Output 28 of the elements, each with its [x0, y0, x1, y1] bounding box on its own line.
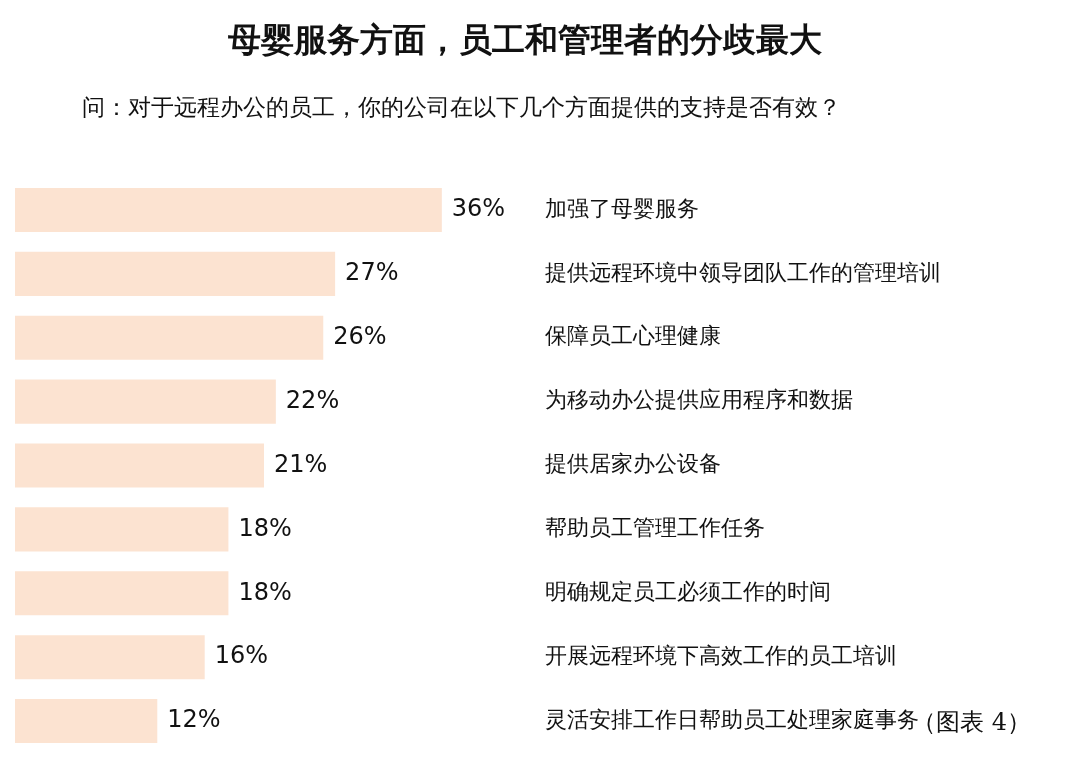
data-label: 36% [451, 194, 506, 223]
y-tick-label: 提供远程环境中领导团队工作的管理培训 [545, 259, 942, 285]
data-label: 22% [285, 385, 340, 414]
bar [15, 251, 336, 296]
y-tick-label: 开展远程环境下高效工作的员工培训 [545, 642, 898, 668]
bar [15, 315, 324, 360]
data-label: 12% [167, 705, 221, 734]
data-label: 27% [345, 258, 399, 287]
y-tick-label: 保障员工心理健康 [545, 323, 722, 349]
bar [15, 443, 264, 488]
data-label: 18% [238, 513, 292, 542]
bar [15, 187, 442, 232]
bar [15, 635, 205, 680]
data-label: 21% [273, 449, 328, 478]
y-tick-label: 为移动办公提供应用程序和数据 [545, 387, 854, 413]
chart-subtitle: 问：对于远程办公的员工，你的公司在以下几个方面提供的支持是否有效？ [82, 93, 841, 122]
bar [15, 379, 276, 424]
data-label: 16% [214, 641, 269, 670]
bar [15, 699, 158, 744]
y-tick-label: 帮助员工管理工作任务 [545, 515, 766, 541]
y-tick-label: 加强了母婴服务 [545, 195, 700, 221]
bar [15, 571, 229, 616]
data-label: 18% [238, 577, 292, 606]
text: 母婴服务方面，员工和管理者的分歧最大 [227, 19, 823, 61]
data-label: 26% [333, 321, 387, 350]
y-tick-label: 提供居家办公设备 [545, 451, 722, 477]
bar [15, 507, 229, 552]
y-tick-label: 明确规定员工必须工作的时间 [545, 579, 832, 604]
